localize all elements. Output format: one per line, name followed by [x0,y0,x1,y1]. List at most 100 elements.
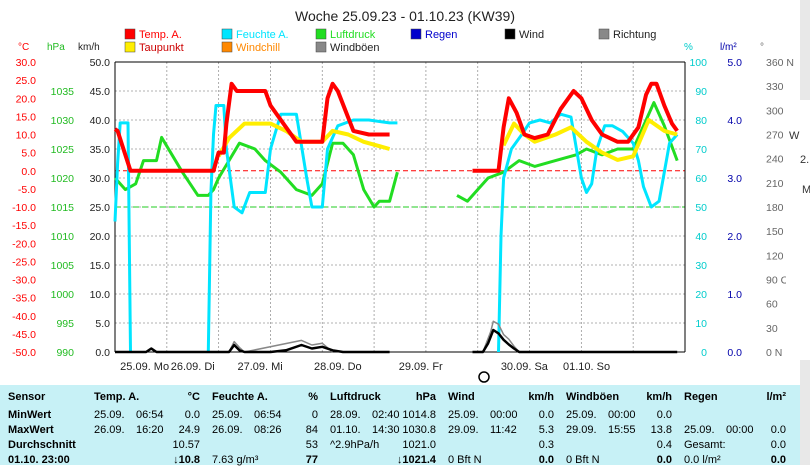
tick-label-deg: 90 O [766,275,789,287]
column-unit: % [308,391,318,403]
tick-label-deg: 30 [766,323,778,335]
legend-swatch [504,28,516,40]
legend-label: Wind [519,29,544,41]
table-column-boeen: Windböen km/h 25.09. 00:00 0.0 29.09. 15:55 13.… [566,385,676,466]
tick-label-kmh: 35.0 [90,144,111,156]
tick-label-kmh: 45.0 [90,86,111,98]
edge-text: W [789,130,800,142]
tick-label-deg: 150 [766,226,784,238]
cell-time: 11:42 [490,424,517,436]
cell-value: 0.0 [770,439,786,451]
cell-value: 5.3 [538,424,554,436]
tick-label-hpa: 1025 [51,144,75,156]
series-line-luftdruck [113,135,399,209]
tick-label-kmh: 25.0 [90,202,111,214]
column-header: Wind [448,391,475,403]
tick-label-hpa: 1035 [51,86,75,98]
statistics-table: Sensor MinWert MaxWert Durchschnitt 01.10. 2… [0,385,800,466]
tick-label-kmh: 40.0 [90,115,111,127]
column-header: Sensor [8,391,46,403]
tick-label-temp: -20.0 [12,238,36,250]
axis-unit-label: hPa [47,42,65,53]
legend-label: Regen [425,29,457,41]
cell-value: 0.0 [184,409,200,421]
tick-label-hpa: 995 [56,318,74,330]
scroll-marker-icon[interactable] [478,371,490,383]
tick-label-deg: 0 N [766,347,782,359]
cell-value: 0.0 [656,454,672,466]
row-label: MinWert [8,409,52,421]
tick-label-temp: -30.0 [12,275,36,287]
x-tick-label: 01.10. So [563,361,610,373]
table-column-wind: Wind km/h 25.09. 00:00 0.0 29.09. 11:42 5.3 0.3 0… [448,385,558,466]
tick-label-hpa: 1015 [51,202,75,214]
cell-time: 15:55 [608,424,636,436]
tick-label-hpa: 1020 [51,173,75,185]
edge-text: M [802,184,810,196]
legend-swatch [221,41,233,53]
column-unit: °C [187,391,200,403]
tick-label-rain: 3.0 [727,173,742,185]
legend: Temp. A. Feuchte A. Luftdruck Regen Wind Rich… [124,28,656,54]
cell-time: 16:20 [136,424,164,436]
tick-label-deg: 360 N [766,57,794,69]
legend-swatch [410,28,422,40]
cell-time: 14:30 [372,424,400,436]
cell-value: 0.0 [538,409,554,421]
cell-date: Gesamt: [684,439,726,451]
tick-label-rain: 2.0 [727,231,742,243]
row-label: 01.10. 23:00 [8,454,70,466]
table-column-regen: Regen l/m² 25.09. 00:00 0.0 Gesamt: 0.0 0.0 l/m… [684,385,790,466]
cell-value: 1030.8 [402,424,436,436]
table-column-feuchte: Feuchte A.% 25.09. 06:54 0 26.09. 08:26 84 53 7.… [212,385,322,466]
tick-label-deg: 240 [766,154,784,166]
tick-label-temp: -10.0 [12,202,36,214]
tick-label-pct: 30 [695,260,707,272]
cell-value: 0.0 [770,424,786,436]
series-line-wind [115,343,390,354]
tick-label-temp: 10.0 [16,130,37,142]
tick-label-temp: -35.0 [12,293,36,305]
legend-swatch [124,41,136,53]
tick-label-temp: -15.0 [12,220,36,232]
row-label: MaxWert [8,424,54,436]
cell-date: 26.09. [94,424,125,436]
x-tick-label: 27.09. Mi [237,361,282,373]
tick-label-temp: -45.0 [12,329,36,341]
axis-units: °C hPa km/h% l/m² ° [18,42,764,53]
tick-label-temp: 0.0 [21,166,36,178]
series-line-temp-a [472,81,679,173]
legend-swatch [315,28,327,40]
cell-value: 1014.8 [402,409,436,421]
tick-label-temp: 20.0 [16,93,37,105]
column-header: Windböen [566,391,620,403]
tick-label-temp: 30.0 [16,57,37,69]
tick-label-pct: 40 [695,231,707,243]
column-header: Luftdruck [330,391,381,403]
legend-label: Taupunkt [139,42,184,54]
tick-label-temp: 5.0 [21,148,36,160]
tick-label-deg: 300 [766,105,784,117]
tick-label-rain: 5.0 [727,57,742,69]
cell-date: 7.63 g/m³ [212,454,259,466]
cell-time: 02:40 [372,409,400,421]
tick-label-pct: 60 [695,173,707,185]
series-lines [113,81,679,354]
series-line-feuchte-a [206,104,398,353]
tick-label-pct: 70 [695,144,707,156]
cell-date: 0 Bft N [448,454,482,466]
tick-label-temp: -40.0 [12,311,36,323]
cell-date: 25.09. [684,424,715,436]
x-tick-label: 26.09. Di [171,361,215,373]
tick-label-hpa: 1005 [51,260,75,272]
tick-label-deg: 120 [766,250,784,262]
series-line-wind [472,328,678,354]
column-unit: km/h [646,391,672,403]
cell-value: 0.0 [538,454,554,466]
tick-label-kmh: 50.0 [90,57,111,69]
tick-label-deg: 210 [766,178,784,190]
column-header: Temp. A. [94,391,140,403]
tick-label-hpa: 1030 [51,115,75,127]
cell-date: 25.09. [212,409,243,421]
axis-unit-label: km/h [78,42,100,53]
